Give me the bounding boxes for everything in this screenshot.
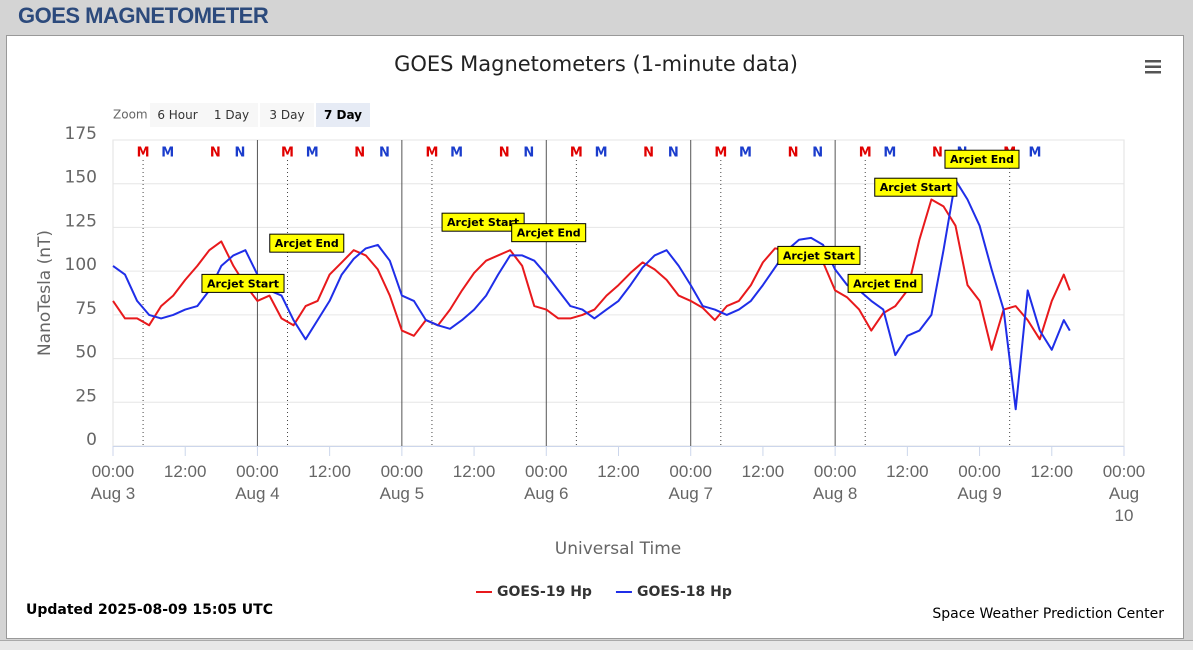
x-tick-label: 00:00 Aug 6 [524,462,569,503]
x-tick-label: 00:00 Aug 4 [235,462,280,503]
legend-label: GOES-19 Hp [497,584,592,600]
annotation-text: Arcjet Start [447,216,519,229]
x-tick-label: 00:00 Aug 5 [379,462,425,503]
marker-label: N [354,146,365,161]
menu-icon[interactable] [1145,60,1161,74]
marker-label: M [859,146,872,161]
series-line [112,198,1071,351]
marker-label: N [932,146,943,161]
y-tick-label: 50 [75,343,97,363]
annotation: Arcjet Start [441,212,525,232]
x-tick-label: 00:00 Aug 7 [668,462,713,503]
annotation: Arcjet Start [874,177,958,197]
y-axis-title: NanoTesla (nT) [35,230,55,356]
annotation-text: Arcjet End [853,277,917,290]
x-axis-title: Universal Time [555,539,681,559]
x-tick-label: 00:00 Aug 3 [90,462,136,503]
y-tick-label: 25 [75,386,97,406]
annotation-text: Arcjet End [950,153,1014,166]
marker-label: M [306,146,319,161]
updated-text: Updated 2025-08-09 15:05 UTC [26,602,273,618]
annotation-text: Arcjet Start [880,181,952,194]
y-tick-label: 175 [65,124,97,144]
annotation-box [269,233,345,253]
annotation-box [847,273,923,293]
marker-label: M [739,146,752,161]
annotation-box [874,177,958,197]
y-tick-label: 125 [65,211,97,231]
chart-title: GOES Magnetometers (1-minute data) [394,52,798,76]
annotation: Arcjet Start [201,273,285,293]
zoom-button[interactable]: 3 Day [260,103,314,127]
marker-label: N [812,146,823,161]
x-tick-label: 12:00 [886,462,929,481]
marker-label: M [161,146,174,161]
marker-label: M [714,146,727,161]
annotation-box [441,212,525,232]
marker-label: M [450,146,463,161]
y-tick-label: 150 [65,168,97,188]
y-tick-label: 0 [86,430,97,450]
x-tick-label: 12:00 [741,462,785,481]
y-tick-label: 100 [65,255,97,275]
annotation-text: Arcjet Start [783,249,855,262]
zoom-button[interactable]: 7 Day [316,103,370,127]
annotation-box [511,223,587,243]
marker-label: N [379,146,390,161]
marker-label: N [499,146,510,161]
marker-label: M [281,146,294,161]
credit-text: Space Weather Prediction Center [932,606,1164,622]
marker-label: N [235,146,246,161]
annotation-box [777,245,861,265]
annotation: Arcjet End [944,149,1020,169]
zoom-label: Zoom [113,108,148,122]
marker-label: M [425,146,438,161]
annotation-box [944,149,1020,169]
marker-label: N [210,146,221,161]
x-tick-label: 12:00 [1030,462,1074,481]
x-tick-label: 00:00 Aug 9 [957,462,1002,503]
annotation-box [201,273,285,293]
y-tick-label: 75 [75,299,97,319]
x-tick-label: 00:00 Aug 10 [1102,462,1146,525]
page-header: GOES MAGNETOMETER [18,3,269,28]
marker-label: M [570,146,583,161]
marker-label: M [883,146,896,161]
x-tick-label: 12:00 [452,462,496,481]
marker-label: N [788,146,799,161]
marker-label: N [668,146,679,161]
marker-label: M [1028,146,1041,161]
annotation: Arcjet Start [777,245,861,265]
annotation: Arcjet End [511,223,587,243]
tab-strip [0,640,1193,650]
marker-label: N [523,146,534,161]
annotation: Arcjet End [847,273,923,293]
zoom-button[interactable]: 1 Day [205,103,258,127]
legend-label: GOES-18 Hp [637,584,732,600]
marker-label: M [595,146,608,161]
annotation-text: Arcjet End [517,227,581,240]
x-tick-label: 12:00 [308,462,351,481]
marker-label: N [643,146,654,161]
annotation-text: Arcjet End [275,237,339,250]
x-tick-label: 12:00 [597,462,640,481]
annotation: Arcjet End [269,233,345,253]
x-tick-label: 12:00 [163,462,207,481]
zoom-button[interactable]: 6 Hour [150,103,205,127]
marker-label: M [137,146,150,161]
x-tick-label: 00:00 Aug 8 [812,462,858,503]
annotation-text: Arcjet Start [207,277,279,290]
